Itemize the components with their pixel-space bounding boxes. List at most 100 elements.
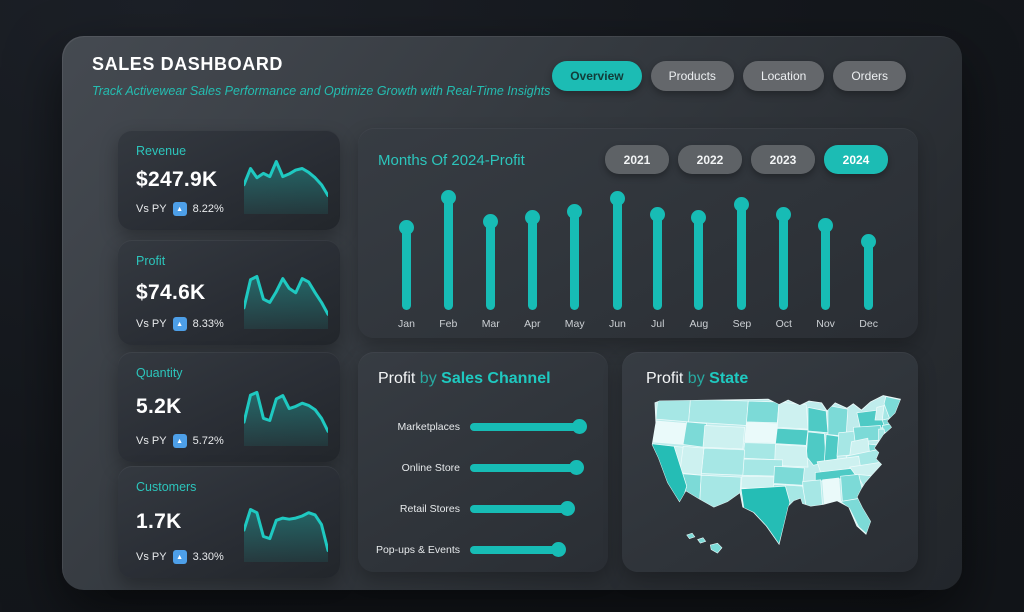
tab-overview[interactable]: Overview (552, 61, 642, 91)
state-RI[interactable] (892, 423, 898, 432)
state-IL[interactable] (805, 431, 827, 466)
kpi-vs-label: Vs PY (136, 203, 167, 215)
kpi-value: $247.9K (136, 168, 218, 191)
state-WI[interactable] (807, 407, 829, 434)
trend-up-icon: ▲ (172, 550, 187, 564)
month-column-jan: Jan (398, 220, 415, 330)
month-label: Apr (524, 318, 541, 330)
trend-up-icon: ▲ (172, 434, 187, 448)
channel-bar[interactable] (470, 419, 587, 434)
title-connector: by (687, 370, 705, 387)
channel-label: Online Store (401, 461, 460, 474)
month-bar-sep[interactable] (734, 197, 750, 310)
state-HI-island[interactable] (709, 542, 723, 554)
channel-bar[interactable] (470, 460, 584, 475)
us-map-svg (651, 395, 901, 554)
state-CO[interactable] (700, 447, 746, 476)
bar-head (560, 501, 575, 516)
kpi-label: Revenue (136, 144, 187, 158)
kpi-vs-label: Vs PY (136, 551, 167, 563)
month-column-dec: Dec (859, 234, 878, 330)
year-filter: 2021 2022 2023 2024 (605, 145, 888, 174)
year-button-2023[interactable]: 2023 (751, 145, 815, 174)
month-column-aug: Aug (689, 210, 709, 330)
state-UT[interactable] (679, 445, 705, 476)
bar-stem (443, 197, 453, 310)
bar-stem (486, 221, 496, 310)
month-bar-oct[interactable] (776, 207, 792, 310)
month-column-apr: Apr (524, 210, 540, 330)
trend-up-icon: ▲ (172, 202, 187, 216)
channel-bar[interactable] (470, 542, 566, 557)
bar-head (818, 218, 834, 233)
kpi-delta: 5.72% (192, 435, 224, 447)
bar-head (691, 210, 707, 225)
kpi-label: Quantity (136, 366, 183, 380)
tab-location[interactable]: Location (742, 61, 825, 91)
bar-head (861, 234, 877, 249)
tab-orders[interactable]: Orders (833, 61, 906, 91)
state-MI[interactable] (827, 405, 849, 437)
state-IN[interactable] (823, 434, 840, 463)
bar-head (524, 210, 540, 225)
bar-stem (779, 214, 789, 310)
channel-label: Pop-ups & Events (375, 543, 460, 556)
state-WA[interactable] (655, 397, 691, 423)
channel-row: Pop-ups & Events (368, 529, 594, 570)
month-column-jul: Jul (650, 207, 666, 330)
kpi-label: Profit (136, 254, 166, 268)
state-AL[interactable] (822, 477, 841, 504)
bar-head (650, 207, 666, 222)
bar-head (398, 220, 414, 235)
title-connector: by (419, 370, 437, 387)
state-MN[interactable] (776, 401, 809, 430)
channel-bar-chart: Marketplaces Online Store Retail Stores Pop… (368, 406, 594, 570)
month-bar-mar[interactable] (483, 214, 499, 310)
month-bar-jun[interactable] (609, 191, 625, 310)
month-bar-feb[interactable] (440, 190, 456, 310)
year-button-2021[interactable]: 2021 (605, 145, 669, 174)
month-bar-jul[interactable] (650, 207, 666, 310)
month-bar-apr[interactable] (524, 210, 540, 310)
month-bar-may[interactable] (567, 204, 583, 310)
kpi-card-revenue: Revenue $247.9K Vs PY ▲ 8.22% (118, 130, 340, 230)
tab-products[interactable]: Products (650, 61, 734, 91)
state-IA[interactable] (775, 427, 809, 446)
month-label: Sep (732, 318, 752, 330)
bar-stem (737, 204, 747, 310)
state-FL[interactable] (840, 497, 874, 536)
month-label: Mar (481, 318, 500, 330)
kpi-delta: 8.33% (192, 318, 224, 330)
state-MT[interactable] (688, 398, 749, 426)
channel-row: Marketplaces (368, 406, 594, 447)
kpi-card-customers: Customers 1.7K Vs PY ▲ 3.30% (118, 466, 340, 578)
month-column-sep: Sep (732, 197, 752, 330)
state-HI-island[interactable] (697, 537, 707, 544)
state-TX[interactable] (740, 485, 791, 545)
kpi-label: Customers (136, 480, 197, 494)
state-ND[interactable] (746, 400, 780, 424)
kpi-card-profit: Profit $74.6K Vs PY ▲ 8.33% (118, 240, 340, 345)
state-HI-island[interactable] (686, 532, 696, 539)
state-WY[interactable] (702, 425, 746, 450)
state-AR[interactable] (773, 465, 805, 486)
bar-head (776, 207, 792, 222)
state-OR[interactable] (651, 420, 689, 445)
bar-head (440, 190, 456, 205)
month-bar-dec[interactable] (861, 234, 877, 310)
month-label: Aug (689, 318, 709, 330)
kpi-sparkline-quantity (242, 382, 330, 446)
trend-up-icon: ▲ (172, 317, 187, 331)
month-bar-aug[interactable] (691, 210, 707, 310)
month-label: Jun (608, 318, 626, 330)
kpi-value: $74.6K (136, 280, 206, 304)
state-SD[interactable] (744, 422, 778, 444)
year-button-2024[interactable]: 2024 (824, 145, 888, 174)
month-bar-jan[interactable] (398, 220, 414, 310)
month-bar-nov[interactable] (818, 218, 834, 310)
state-NM[interactable] (699, 474, 742, 509)
bar-head (609, 191, 625, 206)
year-button-2022[interactable]: 2022 (678, 145, 742, 174)
channel-bar[interactable] (470, 501, 575, 516)
